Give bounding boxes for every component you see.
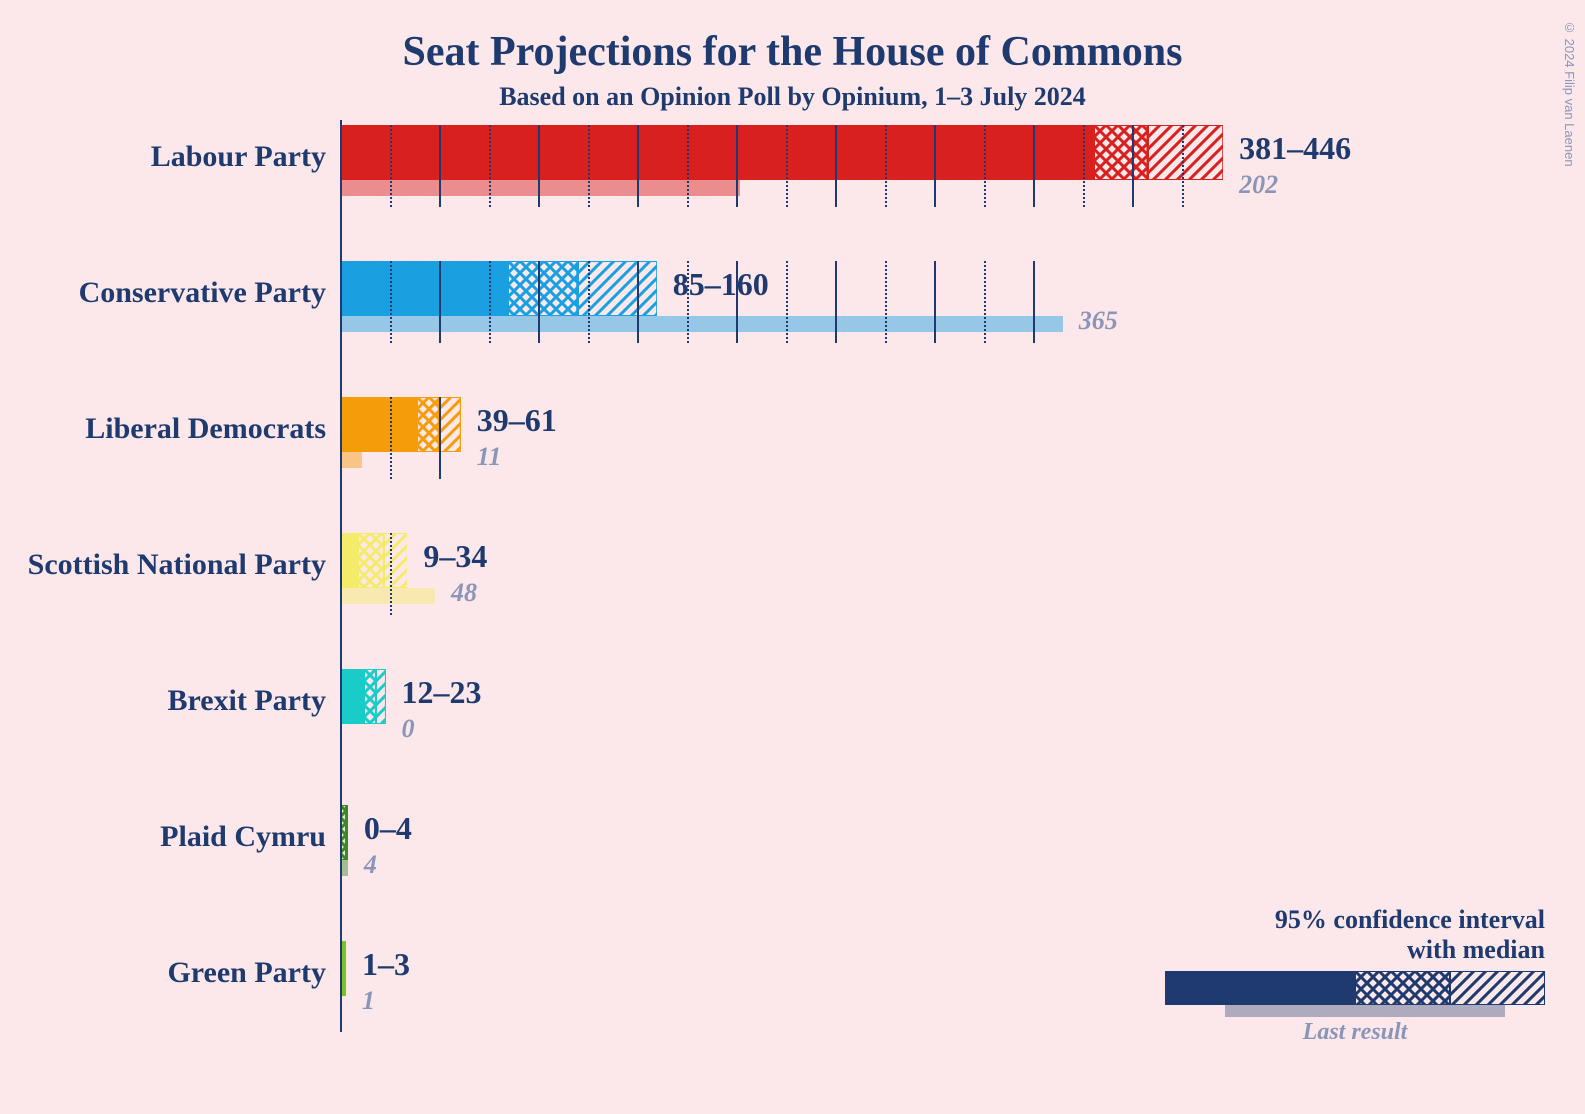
tick-minor [885, 261, 887, 343]
y-axis [340, 120, 342, 1032]
party-row: Labour Party 381–446202 [340, 120, 1520, 250]
tick-minor [489, 125, 491, 207]
bar-crosshatch [364, 669, 376, 724]
legend-solid [1165, 971, 1355, 1005]
legend-bar: Last result [1165, 971, 1545, 1019]
party-label: Scottish National Party [28, 548, 326, 582]
chart-subtitle: Based on an Opinion Poll by Opinium, 1–3… [0, 76, 1585, 112]
bar-solid [340, 669, 364, 724]
tick-minor [984, 261, 986, 343]
bar-crosshatch [417, 397, 439, 452]
copyright: © 2024 Filip van Laenen [1562, 20, 1577, 167]
tick-major [1132, 125, 1134, 207]
range-label: 381–446 [1239, 130, 1351, 167]
last-result-label: 1 [362, 986, 375, 1016]
legend-line2: with median [1165, 935, 1545, 965]
tick-major [934, 261, 936, 343]
tick-minor [687, 125, 689, 207]
range-label: 1–3 [362, 946, 410, 983]
tick-major [736, 261, 738, 343]
legend-last-label: Last result [1165, 1019, 1545, 1046]
bar-diagonal [376, 669, 386, 724]
party-label: Green Party [167, 956, 326, 990]
bar-crosshatch [358, 533, 384, 588]
range-label: 9–34 [423, 538, 487, 575]
party-label: Brexit Party [167, 684, 326, 718]
bar-last-result [340, 588, 435, 604]
legend-diagonal [1450, 971, 1545, 1005]
tick-minor [687, 261, 689, 343]
bar-solid [340, 261, 508, 316]
tick-major [439, 261, 441, 343]
chart-title: Seat Projections for the House of Common… [0, 0, 1585, 76]
tick-major [637, 261, 639, 343]
tick-minor [489, 261, 491, 343]
bar-crosshatch [508, 261, 577, 316]
tick-minor [588, 125, 590, 207]
legend: 95% confidence interval with median Last… [1165, 905, 1545, 1019]
bar-crosshatch [1094, 125, 1147, 180]
range-label: 12–23 [402, 674, 482, 711]
tick-major [1033, 125, 1035, 207]
legend-last-bar [1225, 1005, 1505, 1017]
tick-minor [984, 125, 986, 207]
bar-diagonal [384, 533, 408, 588]
bar-last-result [340, 452, 362, 468]
tick-minor [390, 261, 392, 343]
bar-solid [340, 533, 358, 588]
tick-minor [390, 125, 392, 207]
legend-line1: 95% confidence interval [1165, 905, 1545, 935]
tick-major [439, 125, 441, 207]
party-label: Liberal Democrats [85, 412, 326, 446]
bar-diagonal [344, 941, 346, 996]
party-row: Scottish National Party 9–3448 [340, 528, 1520, 658]
tick-minor [1182, 125, 1184, 207]
tick-major [835, 261, 837, 343]
tick-major [538, 125, 540, 207]
bar-last-result [340, 316, 1063, 332]
last-result-label: 365 [1079, 306, 1118, 336]
party-row: Conservative Party 85–160365 [340, 256, 1520, 386]
tick-minor [885, 125, 887, 207]
tick-minor [786, 125, 788, 207]
tick-major [934, 125, 936, 207]
party-label: Labour Party [151, 140, 326, 174]
bar-diagonal [346, 805, 348, 860]
bar-solid [340, 125, 1094, 180]
tick-minor [1083, 125, 1085, 207]
party-row: Brexit Party 12–230 [340, 664, 1520, 794]
range-label: 39–61 [477, 402, 557, 439]
bar-solid [340, 397, 417, 452]
tick-minor [786, 261, 788, 343]
legend-crosshatch [1355, 971, 1450, 1005]
tick-major [736, 125, 738, 207]
tick-minor [390, 397, 392, 479]
tick-major [637, 125, 639, 207]
last-result-label: 11 [477, 442, 502, 472]
tick-minor [390, 533, 392, 615]
tick-major [538, 261, 540, 343]
party-label: Plaid Cymru [160, 820, 326, 854]
last-result-label: 48 [451, 578, 477, 608]
last-result-label: 202 [1239, 170, 1278, 200]
range-label: 0–4 [364, 810, 412, 847]
last-result-label: 0 [402, 714, 415, 744]
tick-major [439, 397, 441, 479]
tick-minor [588, 261, 590, 343]
bar-diagonal [1148, 125, 1223, 180]
party-row: Liberal Democrats 39–6111 [340, 392, 1520, 522]
party-label: Conservative Party [79, 276, 326, 310]
bar-diagonal [439, 397, 461, 452]
tick-major [835, 125, 837, 207]
tick-major [1033, 261, 1035, 343]
last-result-label: 4 [364, 850, 377, 880]
